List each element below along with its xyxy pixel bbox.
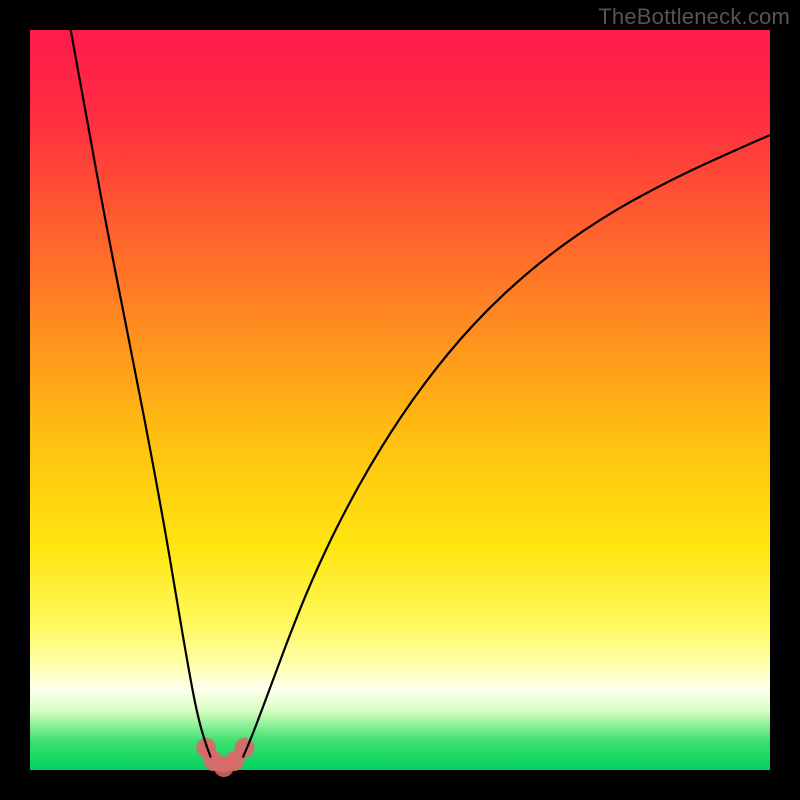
watermark-text: TheBottleneck.com: [598, 4, 790, 30]
chart-container: TheBottleneck.com: [0, 0, 800, 800]
bottleneck-curve-chart: [0, 0, 800, 800]
